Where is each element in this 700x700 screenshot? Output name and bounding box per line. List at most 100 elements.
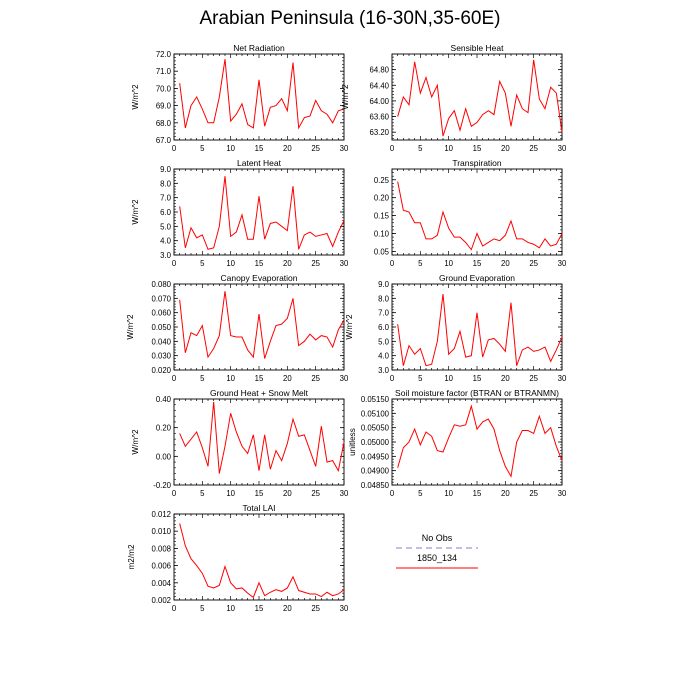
x-tick-label: 30: [558, 259, 567, 268]
y-tick-label: 6.0: [378, 323, 390, 332]
x-tick-label: 30: [340, 374, 349, 383]
chart-panel: 0 5 10 15 20 25 30 0.002 0.004 0.006 0.008 0.010 0.0…: [127, 503, 349, 613]
x-tick-label: 5: [200, 374, 205, 383]
x-tick-label: 15: [473, 144, 482, 153]
chart-panel: 0 5 10 15 20 25 30 67.0 68.0 69.0 70.0 71.0 72.0 Net …: [131, 43, 349, 153]
x-tick-label: 25: [311, 374, 320, 383]
y-tick-label: 71.0: [156, 67, 172, 76]
y-tick-label: 0.04900: [361, 467, 390, 476]
x-tick-label: 0: [390, 489, 395, 498]
x-tick-label: 5: [200, 604, 205, 613]
y-tick-label: 0.020: [151, 366, 171, 375]
x-tick-label: 25: [529, 144, 538, 153]
y-axis-label: W/m^2: [131, 199, 140, 225]
x-tick-label: 20: [283, 374, 292, 383]
x-tick-label: 5: [200, 489, 205, 498]
y-tick-label: 3.0: [378, 366, 390, 375]
x-tick-label: 30: [558, 374, 567, 383]
x-tick-label: 5: [418, 144, 423, 153]
x-tick-label: 15: [255, 259, 264, 268]
y-tick-label: 4.0: [160, 237, 172, 246]
y-tick-label: 70.0: [156, 84, 172, 93]
y-tick-label: 0.05: [374, 247, 390, 256]
x-tick-label: 30: [558, 144, 567, 153]
x-tick-label: 10: [226, 374, 235, 383]
x-tick-label: 20: [283, 144, 292, 153]
y-tick-label: -0.20: [153, 481, 171, 490]
y-tick-label: 0.012: [151, 510, 171, 519]
x-tick-label: 25: [529, 374, 538, 383]
x-tick-label: 30: [340, 489, 349, 498]
x-tick-label: 25: [311, 259, 320, 268]
y-tick-label: 3.0: [160, 251, 172, 260]
y-axis-label: unitless: [348, 428, 357, 456]
x-tick-label: 5: [200, 259, 205, 268]
x-tick-label: 10: [444, 259, 453, 268]
panel-title: Latent Heat: [237, 158, 282, 168]
x-tick-label: 10: [226, 489, 235, 498]
x-tick-label: 10: [226, 144, 235, 153]
x-tick-label: 0: [172, 144, 177, 153]
plot-frame: [391, 283, 563, 371]
y-tick-label: 68.0: [156, 119, 172, 128]
x-tick-label: 5: [418, 259, 423, 268]
x-tick-label: 0: [390, 144, 395, 153]
x-tick-label: 0: [390, 259, 395, 268]
chart-panel: 0 5 10 15 20 25 30 0.05 0.10 0.15 0.20 0.25 Transpir…: [374, 158, 567, 268]
y-tick-label: 64.40: [369, 81, 389, 90]
y-tick-label: 5.0: [160, 222, 172, 231]
series-line: [397, 293, 563, 367]
x-tick-label: 25: [529, 489, 538, 498]
x-tick-label: 20: [501, 144, 510, 153]
x-tick-label: 30: [558, 489, 567, 498]
series-line: [397, 181, 563, 251]
y-tick-label: 9.0: [160, 165, 172, 174]
x-tick-label: 25: [311, 604, 320, 613]
y-tick-label: 64.00: [369, 97, 389, 106]
x-tick-label: 30: [340, 604, 349, 613]
x-tick-label: 0: [172, 374, 177, 383]
y-tick-label: 0.05000: [361, 438, 390, 447]
y-tick-label: 0.15: [374, 212, 390, 221]
y-tick-label: 7.0: [160, 194, 172, 203]
panel-title: Transpiration: [452, 158, 502, 168]
y-tick-label: 0.05100: [361, 409, 390, 418]
y-tick-label: 0.030: [151, 352, 171, 361]
y-tick-label: 63.60: [369, 113, 389, 122]
x-tick-label: 15: [473, 374, 482, 383]
x-tick-label: 15: [473, 259, 482, 268]
y-tick-label: 7.0: [378, 309, 390, 318]
chart-panel: 0 5 10 15 20 25 30 0.020 0.030 0.040 0.050 0.060 0.0…: [126, 273, 349, 383]
y-tick-label: 0.04950: [361, 452, 390, 461]
series-line: [397, 59, 563, 137]
y-tick-label: 5.0: [378, 337, 390, 346]
y-axis-label: W/m^2: [341, 84, 350, 110]
x-tick-label: 15: [255, 374, 264, 383]
x-tick-label: 15: [255, 144, 264, 153]
series-line: [179, 291, 345, 359]
plot-frame: [173, 283, 345, 371]
x-tick-label: 10: [444, 144, 453, 153]
y-tick-label: 63.20: [369, 128, 389, 137]
x-tick-label: 30: [340, 144, 349, 153]
y-tick-label: 0.080: [151, 280, 171, 289]
plot-frame: [173, 513, 345, 601]
panel-title: Sensible Heat: [451, 43, 505, 53]
y-tick-label: 0.20: [156, 424, 172, 433]
y-tick-label: 67.0: [156, 136, 172, 145]
x-tick-label: 20: [283, 604, 292, 613]
x-tick-label: 10: [444, 489, 453, 498]
y-tick-label: 72.0: [156, 50, 172, 59]
x-tick-label: 15: [473, 489, 482, 498]
y-axis-label: W/m^2: [131, 429, 140, 455]
y-tick-label: 8.0: [160, 179, 172, 188]
y-tick-label: 0.002: [151, 596, 171, 605]
x-tick-label: 20: [501, 259, 510, 268]
chart-panel: 0 5 10 15 20 25 30 63.20 63.60 64.00 64.40 64.80 Sen…: [341, 43, 567, 153]
y-tick-label: 0.070: [151, 294, 171, 303]
page-title: Arabian Peninsula (16-30N,35-60E): [199, 8, 501, 29]
legend-label-1850-134: 1850_134: [417, 553, 457, 563]
plot-frame: [391, 398, 563, 486]
series-line: [179, 176, 345, 250]
y-tick-label: 0.25: [374, 176, 390, 185]
